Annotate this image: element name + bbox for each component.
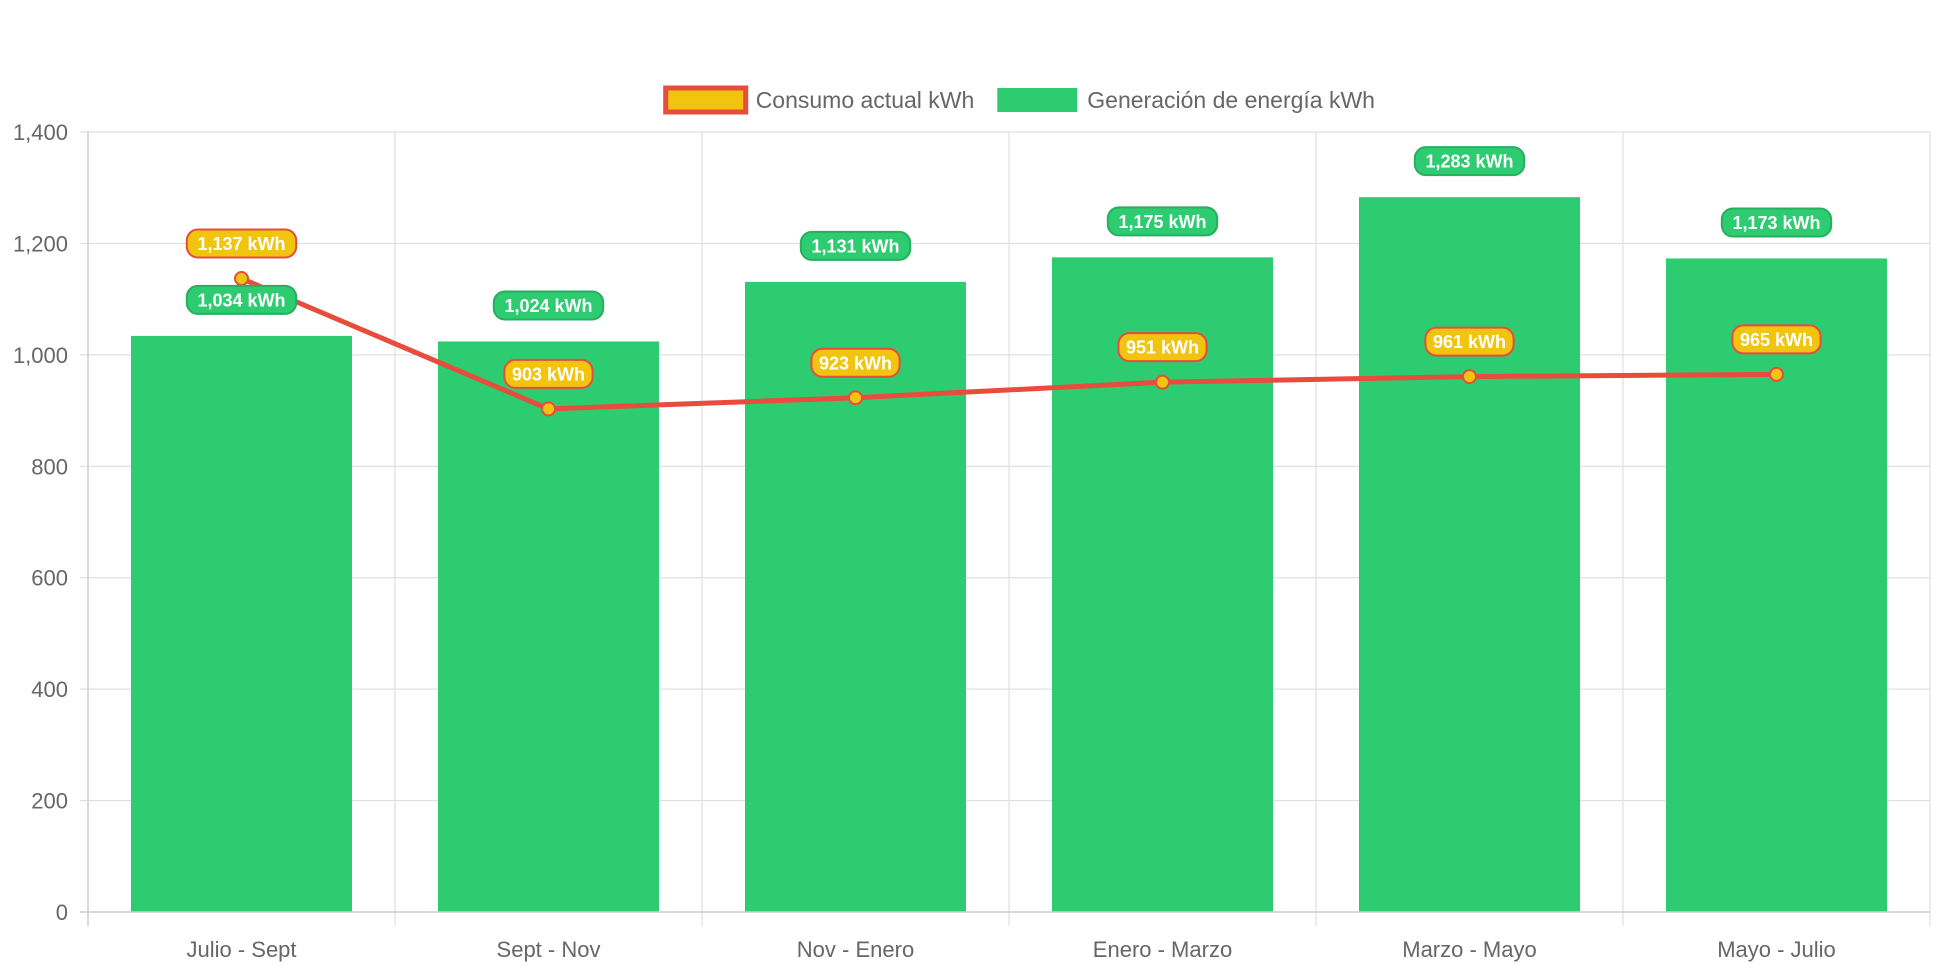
- y-tick-label: 1,200: [13, 231, 68, 256]
- generation-data-label: 1,173 kWh: [1720, 207, 1833, 238]
- generation-data-label-bg: [492, 290, 605, 321]
- y-tick-label: 400: [31, 677, 68, 702]
- legend-swatch: [997, 88, 1078, 112]
- consumption-data-label-text: 951 kWh: [1126, 338, 1199, 358]
- y-tick-label: 600: [31, 566, 68, 591]
- consumption-data-label: 961 kWh: [1424, 326, 1515, 357]
- generation-data-label-text: 1,131 kWh: [811, 236, 899, 256]
- generation-data-label: 1,283 kWh: [1413, 146, 1526, 177]
- generation-data-label-bg: [1413, 146, 1526, 177]
- consumption-data-label-bg: [810, 347, 901, 378]
- consumption-point[interactable]: [234, 271, 249, 287]
- consumption-data-label: 1,137 kWh: [185, 228, 298, 259]
- y-tick-label: 800: [31, 454, 68, 479]
- generation-bar[interactable]: [1359, 197, 1580, 912]
- consumption-data-label: 903 kWh: [503, 358, 594, 389]
- generation-data-label-text: 1,283 kWh: [1425, 152, 1513, 172]
- x-tick-label: Sept - Nov: [497, 937, 601, 962]
- consumption-data-label: 965 kWh: [1731, 324, 1822, 355]
- x-tick-label: Mayo - Julio: [1717, 937, 1836, 962]
- legend-item-consumption[interactable]: Consumo actual kWh: [663, 85, 975, 115]
- generation-data-label: 1,131 kWh: [799, 230, 912, 261]
- legend-item-generation[interactable]: Generación de energía kWh: [997, 87, 1375, 113]
- generation-data-label-bg: [185, 284, 298, 315]
- consumption-data-label-bg: [1424, 326, 1515, 357]
- legend-label: Generación de energía kWh: [1087, 87, 1375, 113]
- axes: 0 200 400 600 800 1,000 1,200 1,400 Julio - Sept…: [13, 120, 1930, 962]
- x-tick-label: Nov - Enero: [797, 937, 914, 962]
- consumption-point[interactable]: [1769, 366, 1784, 382]
- data-labels: 1,034 kWh 1,024 kWh 1,131 kWh 1,175 kWh 1,28…: [185, 146, 1833, 389]
- consumption-data-label-text: 923 kWh: [819, 353, 892, 373]
- consumption-data-label-text: 961 kWh: [1433, 332, 1506, 352]
- consumption-data-label-bg: [185, 228, 298, 259]
- consumption-point[interactable]: [848, 390, 863, 406]
- generation-data-label: 1,034 kWh: [185, 284, 298, 315]
- consumption-line: [234, 271, 1784, 417]
- x-tick-label: Enero - Marzo: [1093, 937, 1232, 962]
- generation-bar[interactable]: [1666, 258, 1887, 912]
- generation-data-label: 1,175 kWh: [1106, 206, 1219, 237]
- bars: [131, 197, 1887, 912]
- y-tick-label: 0: [56, 900, 68, 925]
- legend[interactable]: Consumo actual kWh Generación de energía …: [663, 85, 1375, 115]
- x-tick-label: Marzo - Mayo: [1402, 937, 1536, 962]
- generation-data-label-bg: [1106, 206, 1219, 237]
- generation-data-label-text: 1,175 kWh: [1118, 212, 1206, 232]
- generation-bar[interactable]: [745, 281, 966, 912]
- legend-swatch: [663, 85, 749, 115]
- consumption-point[interactable]: [1462, 369, 1477, 385]
- consumption-data-label: 951 kWh: [1117, 332, 1208, 363]
- consumption-data-label-text: 965 kWh: [1740, 330, 1813, 350]
- generation-bar[interactable]: [131, 335, 352, 912]
- consumption-data-label-text: 903 kWh: [512, 364, 585, 384]
- generation-bar[interactable]: [438, 341, 659, 912]
- consumption-data-label-text: 1,137 kWh: [197, 234, 285, 254]
- consumption-point[interactable]: [1155, 374, 1170, 390]
- y-tick-label: 1,000: [13, 343, 68, 368]
- consumption-data-label-bg: [1731, 324, 1822, 355]
- consumption-line-path: [239, 276, 1779, 412]
- generation-data-label-text: 1,173 kWh: [1732, 213, 1820, 233]
- generation-data-label-bg: [799, 230, 912, 261]
- consumption-data-label: 923 kWh: [810, 347, 901, 378]
- legend-label: Consumo actual kWh: [756, 87, 975, 113]
- y-tick-label: 1,400: [13, 120, 68, 145]
- y-tick-label: 200: [31, 789, 68, 814]
- generation-bar[interactable]: [1052, 257, 1273, 912]
- grid: [80, 131, 1931, 926]
- consumption-point[interactable]: [541, 401, 556, 417]
- x-tick-label: Julio - Sept: [186, 937, 296, 962]
- consumption-data-label-bg: [1117, 332, 1208, 363]
- generation-data-label-bg: [1720, 207, 1833, 238]
- generation-data-label: 1,024 kWh: [492, 290, 605, 321]
- generation-data-label-text: 1,034 kWh: [197, 290, 285, 310]
- consumption-data-label-bg: [503, 358, 594, 389]
- generation-data-label-text: 1,024 kWh: [504, 296, 592, 316]
